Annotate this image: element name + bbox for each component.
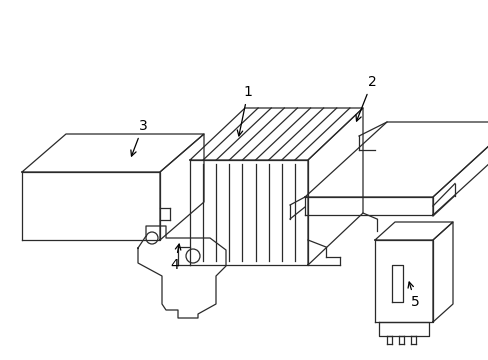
Polygon shape (378, 322, 428, 336)
Polygon shape (190, 108, 362, 160)
Text: 5: 5 (407, 282, 419, 309)
Polygon shape (138, 226, 225, 318)
Polygon shape (432, 122, 488, 215)
Polygon shape (374, 240, 432, 322)
Polygon shape (374, 222, 452, 240)
Polygon shape (391, 265, 402, 302)
Polygon shape (190, 160, 307, 265)
Polygon shape (22, 134, 203, 172)
Text: 3: 3 (131, 119, 147, 156)
Polygon shape (22, 172, 160, 240)
Text: 4: 4 (170, 244, 181, 272)
Polygon shape (432, 222, 452, 322)
Polygon shape (307, 108, 362, 265)
Polygon shape (305, 197, 432, 215)
Text: 1: 1 (237, 85, 252, 136)
Polygon shape (305, 122, 488, 197)
Polygon shape (160, 134, 203, 240)
Text: 2: 2 (355, 75, 376, 121)
